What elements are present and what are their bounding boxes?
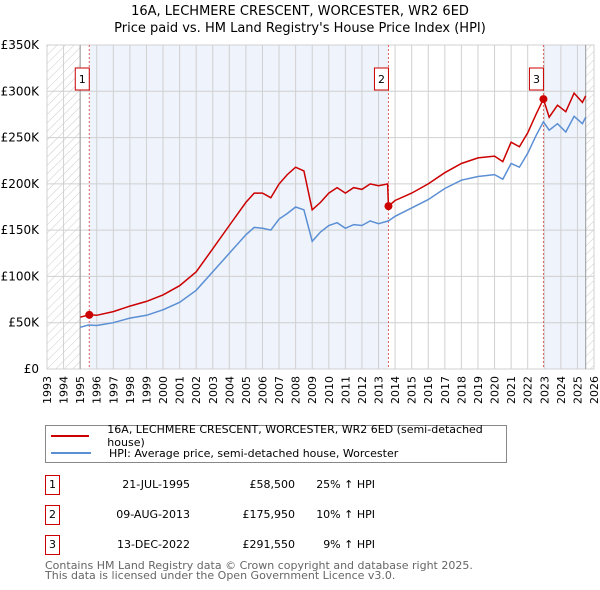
sale-badge bbox=[373, 67, 389, 91]
x-tick-label: 2008 bbox=[290, 376, 303, 404]
shaded-period bbox=[543, 45, 586, 369]
x-tick-label: 2003 bbox=[207, 376, 220, 404]
x-tick-label: 2016 bbox=[422, 376, 435, 404]
x-tick-label: 2012 bbox=[356, 376, 369, 404]
x-tick-label: 2018 bbox=[455, 376, 468, 404]
sale-badge-label: 1 bbox=[79, 73, 86, 86]
x-tick-label: 2013 bbox=[373, 376, 386, 404]
x-tick-label: 2020 bbox=[489, 376, 502, 404]
x-tick-label: 2024 bbox=[555, 376, 568, 404]
sale-price: £58,500 bbox=[249, 478, 296, 491]
x-tick-label: 2005 bbox=[240, 376, 253, 404]
sale-date: 13-DEC-2022 bbox=[116, 538, 190, 551]
legend-label-property: 16A, LECHMERE CRESCENT, WORCESTER, WR2 6… bbox=[107, 423, 483, 449]
sale-badge bbox=[528, 67, 544, 91]
x-tick-label: 2021 bbox=[505, 376, 518, 404]
sale-badge-label: 2 bbox=[378, 73, 385, 86]
y-tick-label: £0 bbox=[24, 362, 39, 376]
sale-point bbox=[85, 310, 94, 319]
x-tick-label: 2022 bbox=[522, 376, 535, 404]
footer: Contains HM Land Registry data © Crown c… bbox=[45, 559, 473, 582]
x-tick-label: 1993 bbox=[41, 376, 54, 404]
x-tick-label: 1997 bbox=[107, 376, 120, 404]
legend-label-hpi: HPI: Average price, semi-detached house,… bbox=[109, 446, 399, 460]
y-tick-label: £250K bbox=[1, 131, 41, 145]
sale-date: 21-JUL-1995 bbox=[122, 478, 190, 491]
chart-title: 16A, LECHMERE CRESCENT, WORCESTER, WR2 6… bbox=[131, 4, 469, 19]
x-tick-label: 2026 bbox=[588, 376, 600, 404]
hatched-region bbox=[585, 45, 594, 369]
y-tick-label: £350K bbox=[1, 38, 41, 52]
x-tick-label: 2000 bbox=[157, 376, 170, 404]
sale-hpi: 25% ↑ HPI bbox=[316, 478, 375, 491]
sale-row: 1 21-JUL-1995 £58,500 25% ↑ HPI bbox=[45, 475, 465, 495]
y-tick-label: £150K bbox=[1, 223, 41, 237]
x-tick-label: 2011 bbox=[339, 376, 352, 404]
sale-row: 2 09-AUG-2013 £175,950 10% ↑ HPI bbox=[45, 505, 465, 525]
sale-marker-badge: 1 bbox=[45, 475, 60, 495]
hpi-line bbox=[79, 115, 587, 329]
shaded-period bbox=[89, 45, 389, 369]
chart-subtitle: Price paid vs. HM Land Registry's House … bbox=[114, 21, 486, 36]
footer-copyright: Contains HM Land Registry data © Crown c… bbox=[45, 559, 473, 572]
y-tick-label: £200K bbox=[1, 177, 41, 191]
x-tick-label: 1994 bbox=[58, 376, 71, 404]
x-tick-label: 2019 bbox=[472, 376, 485, 404]
x-tick-label: 2009 bbox=[306, 376, 319, 404]
sale-hpi: 9% ↑ HPI bbox=[323, 538, 375, 551]
y-tick-label: £50K bbox=[8, 316, 40, 330]
x-tick-label: 2015 bbox=[406, 376, 419, 404]
x-tick-label: 2006 bbox=[256, 376, 269, 404]
x-tick-label: 1999 bbox=[140, 376, 153, 404]
sale-point bbox=[539, 95, 548, 104]
x-tick-label: 2007 bbox=[273, 376, 286, 404]
x-tick-label: 1996 bbox=[91, 376, 104, 404]
price-chart: 1993 1994 1995 1996 1997 1998 1999 2000 2001 2002… bbox=[1, 38, 600, 404]
footer-licence: This data is licensed under the Open Gov… bbox=[45, 569, 396, 582]
x-tick-label: 2014 bbox=[389, 376, 402, 404]
x-tick-label: 1995 bbox=[74, 376, 87, 404]
property-price-line bbox=[80, 91, 587, 318]
x-tick-label: 2025 bbox=[571, 376, 584, 404]
legend-swatch-property bbox=[51, 435, 90, 437]
sale-date: 09-AUG-2013 bbox=[116, 508, 190, 521]
sale-marker-badge: 3 bbox=[45, 535, 60, 555]
sale-badge bbox=[74, 67, 90, 91]
y-tick-label: £100K bbox=[1, 269, 41, 283]
sale-marker-badge: 2 bbox=[45, 505, 60, 525]
sale-point bbox=[384, 202, 393, 211]
sale-badge-label: 3 bbox=[533, 73, 540, 86]
x-tick-label: 1998 bbox=[124, 376, 137, 404]
legend-swatch-hpi bbox=[51, 452, 91, 454]
sale-price: £175,950 bbox=[242, 508, 296, 521]
sale-price: £291,550 bbox=[242, 538, 296, 551]
sale-hpi: 10% ↑ HPI bbox=[316, 508, 375, 521]
x-tick-label: 2004 bbox=[223, 376, 236, 404]
y-tick-label: £300K bbox=[1, 84, 41, 98]
x-tick-label: 2017 bbox=[439, 376, 452, 404]
x-tick-label: 2002 bbox=[190, 376, 203, 404]
sale-row: 3 13-DEC-2022 £291,550 9% ↑ HPI bbox=[45, 535, 465, 555]
x-tick-label: 2010 bbox=[323, 376, 336, 404]
legend: 16A, LECHMERE CRESCENT, WORCESTER, WR2 6… bbox=[45, 423, 507, 463]
x-tick-label: 2023 bbox=[538, 376, 551, 404]
x-tick-label: 2001 bbox=[174, 376, 187, 404]
